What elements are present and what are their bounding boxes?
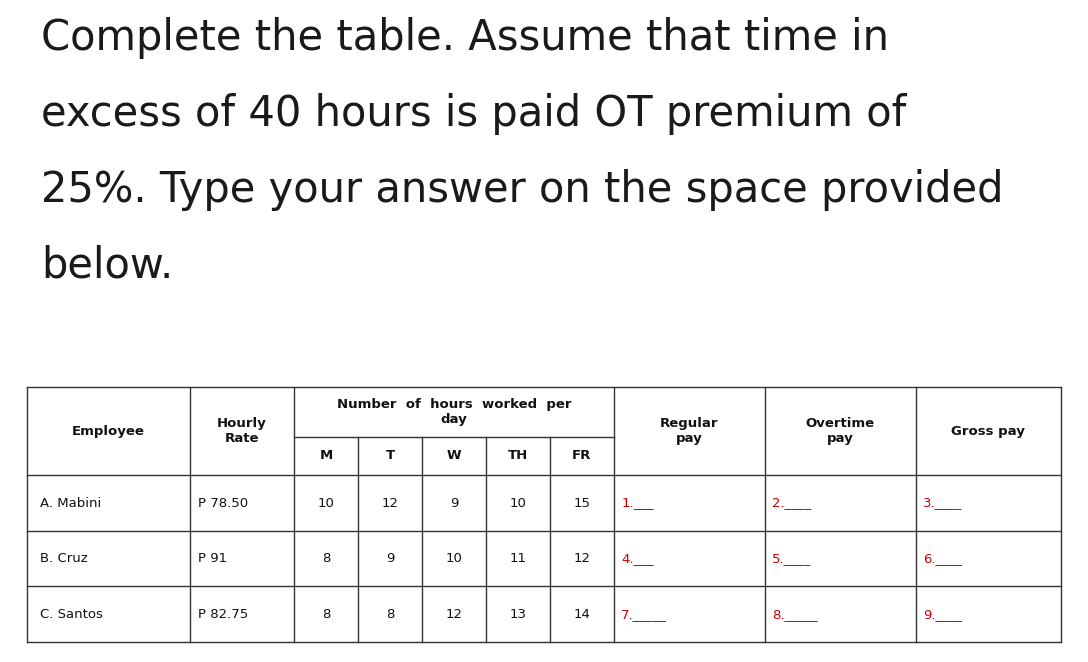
Text: 10: 10 — [318, 496, 335, 510]
Text: A. Mabini: A. Mabini — [40, 496, 101, 510]
Text: 8: 8 — [322, 608, 331, 621]
Text: C. Santos: C. Santos — [40, 608, 103, 621]
Text: W: W — [447, 449, 461, 462]
Text: 9: 9 — [386, 552, 394, 565]
Text: 25%. Type your answer on the space provided: 25%. Type your answer on the space provi… — [41, 169, 1004, 211]
Text: Employee: Employee — [72, 425, 145, 438]
Text: 3.____: 3.____ — [924, 496, 963, 510]
Text: 9: 9 — [449, 496, 458, 510]
Text: Regular
pay: Regular pay — [660, 417, 718, 446]
Text: 1.___: 1.___ — [621, 496, 654, 510]
Text: B. Cruz: B. Cruz — [40, 552, 88, 565]
Text: 15: 15 — [573, 496, 591, 510]
Text: 7._____: 7._____ — [621, 608, 667, 621]
Text: FR: FR — [572, 449, 592, 462]
Text: 12: 12 — [445, 608, 462, 621]
Text: 8._____: 8._____ — [772, 608, 818, 621]
Text: 12: 12 — [573, 552, 591, 565]
Text: excess of 40 hours is paid OT premium of: excess of 40 hours is paid OT premium of — [41, 93, 906, 134]
Text: Hourly
Rate: Hourly Rate — [218, 417, 267, 446]
Text: below.: below. — [41, 245, 174, 287]
Text: T: T — [385, 449, 395, 462]
Text: P 78.50: P 78.50 — [198, 496, 249, 510]
Text: 10: 10 — [509, 496, 527, 510]
Text: TH: TH — [508, 449, 528, 462]
Text: 13: 13 — [509, 608, 527, 621]
Text: 2.____: 2.____ — [772, 496, 812, 510]
Text: Complete the table. Assume that time in: Complete the table. Assume that time in — [41, 17, 889, 58]
Text: 9.____: 9.____ — [924, 608, 962, 621]
Text: 8: 8 — [322, 552, 331, 565]
Text: Gross pay: Gross pay — [951, 425, 1025, 438]
Text: P 91: P 91 — [198, 552, 227, 565]
Text: 5.____: 5.____ — [772, 552, 812, 565]
Text: 11: 11 — [509, 552, 527, 565]
Text: 14: 14 — [573, 608, 590, 621]
Text: P 82.75: P 82.75 — [198, 608, 249, 621]
Text: Overtime
pay: Overtime pay — [805, 417, 875, 446]
Text: 6.____: 6.____ — [924, 552, 962, 565]
Text: 8: 8 — [386, 608, 394, 621]
Text: Number  of  hours  worked  per
day: Number of hours worked per day — [337, 398, 571, 426]
Text: M: M — [320, 449, 333, 462]
Text: 10: 10 — [446, 552, 462, 565]
Text: 12: 12 — [382, 496, 398, 510]
Text: 4.___: 4.___ — [621, 552, 654, 565]
